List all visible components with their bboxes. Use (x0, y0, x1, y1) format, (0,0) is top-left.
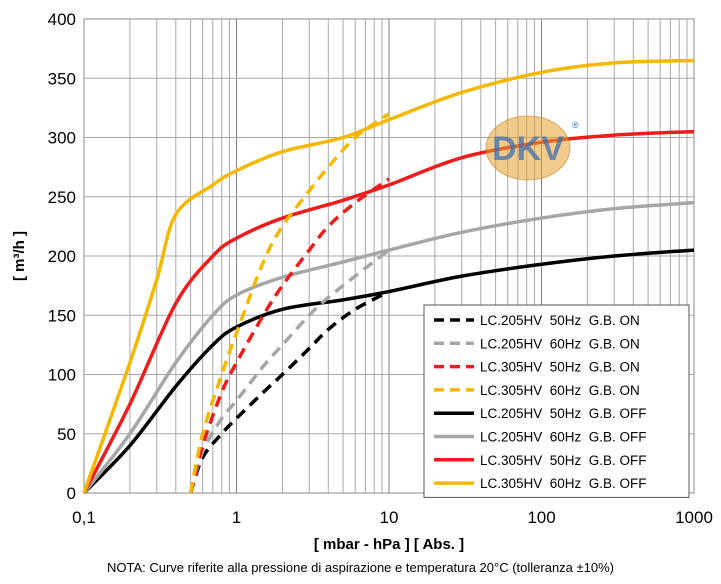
y-tick-label: 100 (48, 366, 76, 385)
series-line-3 (188, 177, 391, 494)
legend-label: LC.205HV 60Hz G.B. OFF (480, 430, 647, 445)
logo-reg-mark: ® (572, 120, 579, 130)
legend-label: LC.205HV 50Hz G.B. ON (480, 313, 640, 328)
logo-text: DKV (492, 130, 564, 168)
legend-label: LC.205HV 60Hz G.B. ON (480, 336, 640, 351)
y-tick-label: 300 (48, 129, 76, 148)
legend-label: LC.205HV 50Hz G.B. OFF (480, 406, 647, 421)
y-tick-label: 200 (48, 247, 76, 266)
x-tick-label: 1 (232, 508, 241, 527)
x-tick-label: 0,1 (72, 508, 96, 527)
series-line-4 (188, 112, 391, 494)
grid (83, 18, 695, 494)
series-line-5 (82, 248, 695, 495)
logo-globe-outline (485, 115, 571, 181)
dkv-logo: DKV ® (485, 115, 579, 181)
series-line-8 (82, 58, 695, 494)
y-tick-label: 350 (48, 69, 76, 88)
legend-label: LC.305HV 50Hz G.B. ON (480, 360, 640, 375)
y-tick-label: 0 (67, 484, 76, 503)
legend-box (423, 304, 690, 498)
legend-label: LC.305HV 60Hz G.B. OFF (480, 476, 647, 491)
series-line-2 (188, 248, 391, 494)
y-tick-label: 50 (57, 425, 76, 444)
y-tick-label: 250 (48, 188, 76, 207)
y-tick-label: 150 (48, 306, 76, 325)
x-axis-label: [ mbar - hPa ] [ Abs. ] (314, 536, 464, 553)
series-line-6 (82, 200, 695, 495)
logo-globe (486, 116, 570, 180)
pump-curve-chart: 0 50 100 150 200 250 300 350 400 0,1 1 10 100 1000 [ … (11, 10, 713, 553)
x-tick-label: 1000 (675, 508, 713, 527)
legend-label: LC.305HV 50Hz G.B. OFF (480, 453, 647, 468)
y-axis-label: [ m³/h ] (11, 231, 28, 281)
legend-label: LC.305HV 60Hz G.B. ON (480, 383, 640, 398)
x-tick-label: 100 (527, 508, 555, 527)
x-tick-label: 10 (380, 508, 399, 527)
legend: LC.205HV 50Hz G.B. ON LC.205HV 60Hz G.B. … (423, 304, 690, 498)
footnote: NOTA: Curve riferite alla pressione di a… (106, 560, 615, 575)
y-tick-label: 400 (48, 10, 76, 29)
axis-ticks: 0 50 100 150 200 250 300 350 400 0,1 1 10 100 1000 (48, 10, 713, 527)
